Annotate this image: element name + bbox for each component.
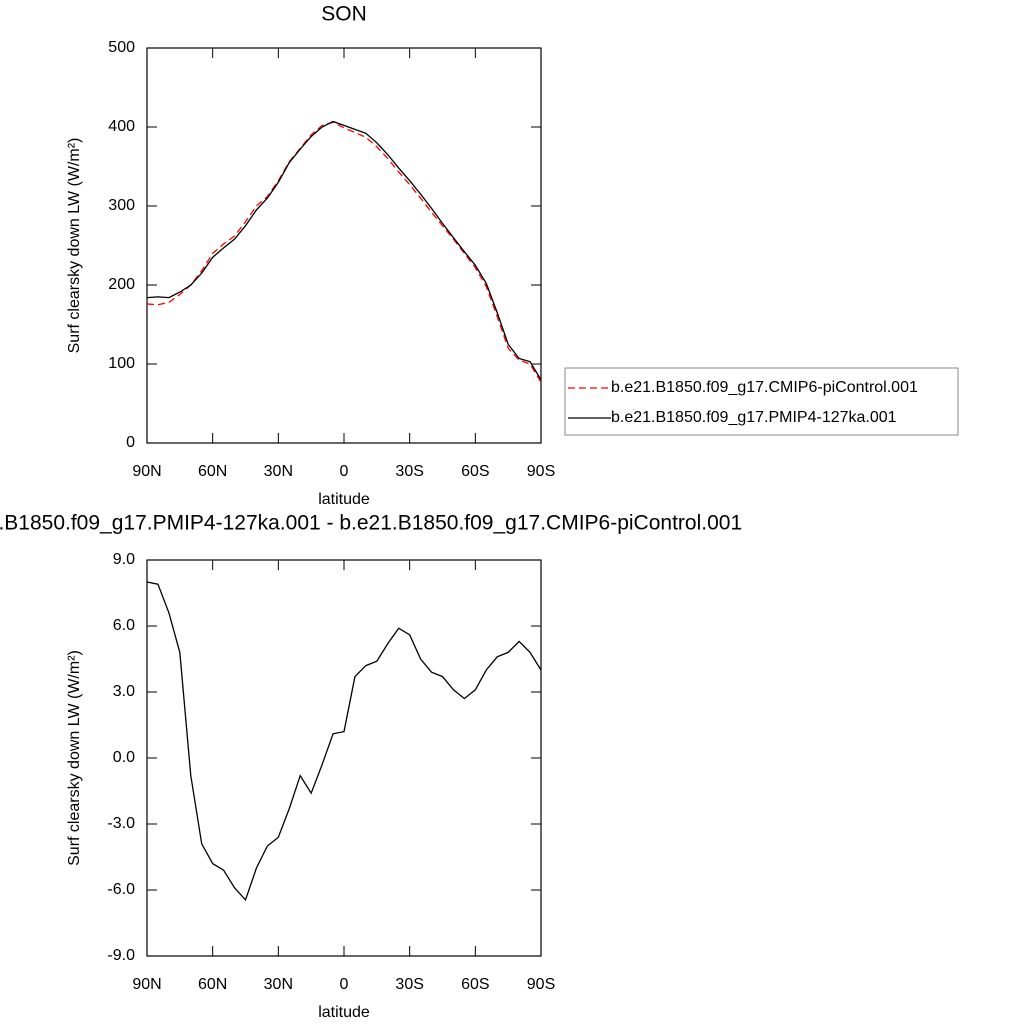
- y-tick-label: 3.0: [113, 683, 135, 700]
- y-tick-label: 400: [108, 118, 135, 135]
- line: [146, 121, 542, 383]
- legend-label: b.e21.B1850.f09_g17.PMIP4-127ka.001: [611, 409, 897, 426]
- x-tick-label: 60N: [198, 463, 227, 480]
- plot-frame: [146, 47, 542, 444]
- x-axis-label: latitude: [318, 1004, 370, 1021]
- x-tick-label: 90S: [527, 463, 555, 480]
- x-tick-label: 60S: [461, 976, 489, 993]
- y-tick-label: 500: [108, 39, 135, 56]
- y-tick-label: 0: [126, 434, 135, 451]
- y-axis-label: Surf clearsky down LW (W/m²): [66, 138, 83, 354]
- y-tick-label: 100: [108, 355, 135, 372]
- x-tick-label: 30N: [264, 976, 293, 993]
- legend-box: [564, 367, 959, 436]
- y-tick-label: 0.0: [113, 749, 135, 766]
- x-tick-label: 90N: [132, 463, 161, 480]
- line: [146, 581, 542, 902]
- y-tick-label: -9.0: [107, 947, 135, 964]
- x-tick-label: 30S: [395, 976, 423, 993]
- line: [146, 120, 542, 381]
- x-tick-label: 30S: [395, 463, 423, 480]
- x-tick-label: 30N: [264, 463, 293, 480]
- y-tick-label: -3.0: [107, 815, 135, 832]
- x-axis-label: latitude: [318, 491, 370, 508]
- x-tick-label: 0: [340, 976, 349, 993]
- x-tick-label: 90S: [527, 976, 555, 993]
- y-tick-label: -6.0: [107, 881, 135, 898]
- y-tick-label: 200: [108, 276, 135, 293]
- chart-title: b.e21.B1850.f09_g17.PMIP4-127ka.001 - b.…: [0, 512, 742, 535]
- y-tick-label: 9.0: [113, 551, 135, 568]
- legend-label: b.e21.B1850.f09_g17.CMIP6-piControl.001: [611, 379, 918, 396]
- y-axis-label: Surf clearsky down LW (W/m²): [66, 650, 83, 866]
- x-tick-label: 0: [340, 463, 349, 480]
- y-tick-label: 6.0: [113, 617, 135, 634]
- chart-title: SON: [321, 3, 367, 26]
- plot-frame: [146, 559, 542, 957]
- y-tick-label: 300: [108, 197, 135, 214]
- x-tick-label: 60N: [198, 976, 227, 993]
- x-tick-label: 90N: [132, 976, 161, 993]
- x-tick-label: 60S: [461, 463, 489, 480]
